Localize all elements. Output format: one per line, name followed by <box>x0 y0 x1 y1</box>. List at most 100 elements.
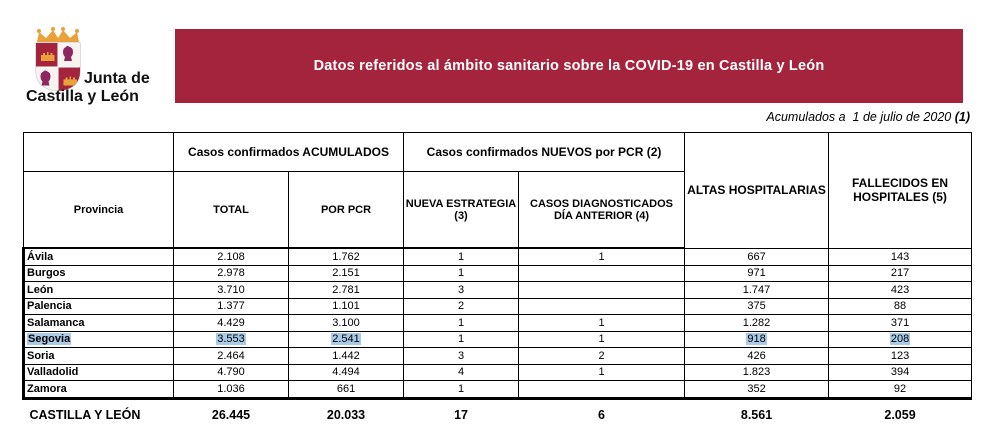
table-column-header-row: Provincia TOTAL POR PCR NUEVA ESTRATEGIA… <box>23 171 972 249</box>
accumulated-date-note: Acumulados a 1 de julio de 2020 (1) <box>22 110 970 124</box>
totals-nueva: 17 <box>454 407 468 422</box>
cell-provincia: León <box>22 281 174 299</box>
cell-altas: 1.823 <box>684 363 830 381</box>
row-segovia-selected: Segovia 3.553 2.541 1 1 918 208 <box>22 330 973 348</box>
totals-por-pcr: 20.033 <box>326 407 366 422</box>
totals-diag: 6 <box>598 407 605 422</box>
totals-label: CASTILLA Y LEÓN <box>29 407 141 422</box>
cell-fallecidos: 217 <box>828 264 973 282</box>
cell-fallecidos: 143 <box>828 247 973 266</box>
cell-nueva: 2 <box>403 297 520 315</box>
title-banner: Datos referidos al ámbito sanitario sobr… <box>175 29 963 103</box>
row-zamora: Zamora 1.036 661 1 352 92 <box>22 380 973 400</box>
totals-altas: 8.561 <box>740 407 773 422</box>
row-valladolid: Valladolid 4.790 4.494 4 1 1.823 394 <box>22 363 973 381</box>
col-header-total: TOTAL <box>173 171 289 249</box>
cell-fallecidos: 371 <box>828 314 973 332</box>
totals-fallecidos: 2.059 <box>884 407 916 422</box>
cell-provincia: Valladolid <box>22 363 174 381</box>
cell-por-pcr: 661 <box>287 380 405 400</box>
cell-fallecidos: 92 <box>828 380 973 400</box>
cell-nueva: 1 <box>403 247 520 266</box>
cell-por-pcr: 2.151 <box>287 264 405 282</box>
selection-highlight: 3.553 <box>216 333 246 346</box>
cell-altas: 1.282 <box>684 314 830 332</box>
col-header-nueva-estrategia: NUEVA ESTRATEGIA (3) <box>403 171 520 249</box>
cell-nueva: 1 <box>403 330 520 348</box>
row-leon: León 3.710 2.781 3 1.747 423 <box>22 281 973 299</box>
cell-total: 1.036 <box>173 380 289 400</box>
cell-total: 3.553 <box>173 330 289 348</box>
cell-diag: 1 <box>518 314 686 332</box>
cell-fallecidos: 123 <box>828 347 973 365</box>
cell-nueva: 4 <box>403 363 520 381</box>
cell-provincia: Ávila <box>22 247 174 266</box>
cell-diag: 2 <box>518 347 686 365</box>
cell-provincia: Zamora <box>22 380 174 400</box>
row-burgos: Burgos 2.978 2.151 1 971 217 <box>22 264 973 282</box>
cell-nueva: 3 <box>403 281 520 299</box>
cell-fallecidos: 88 <box>828 297 973 315</box>
cell-altas: 426 <box>684 347 830 365</box>
group-header-acumulados: Casos confirmados ACUMULADOS <box>172 132 405 172</box>
date-footnote-ref: (1) <box>954 110 970 124</box>
cell-provincia: Segovia <box>22 330 174 348</box>
cell-diag: 1 <box>518 330 686 348</box>
row-salamanca: Salamanca 4.429 3.100 1 1 1.282 371 <box>22 314 973 332</box>
cell-altas: 375 <box>684 297 830 315</box>
totals-total: 26.445 <box>211 407 251 422</box>
cell-diag <box>518 297 686 315</box>
date-text: Acumulados a 1 de julio de 2020 <box>766 110 955 124</box>
cell-total: 2.978 <box>173 264 289 282</box>
logo-text-line2: Castilla y León <box>26 88 139 105</box>
cell-diag <box>518 380 686 400</box>
cell-por-pcr: 2.541 <box>287 330 405 348</box>
cell-total: 2.464 <box>173 347 289 365</box>
cell-provincia: Palencia <box>22 297 174 315</box>
row-castilla-y-leon-totals: CASTILLA Y LEÓN 26.445 20.033 17 6 8.561… <box>24 398 972 427</box>
cell-altas: 667 <box>684 247 830 266</box>
selection-highlight: Segovia <box>27 333 72 346</box>
cell-nueva: 3 <box>403 347 520 365</box>
row-soria: Soria 2.464 1.442 3 2 426 123 <box>22 347 973 365</box>
cell-por-pcr: 3.100 <box>287 314 405 332</box>
cell-nueva: 1 <box>403 314 520 332</box>
col-header-altas: ALTAS HOSPITALARIAS <box>684 132 830 249</box>
cell-total: 2.108 <box>173 247 289 266</box>
cell-altas: 971 <box>684 264 830 282</box>
cell-por-pcr: 1.442 <box>287 347 405 365</box>
selection-highlight: 2.541 <box>331 333 361 346</box>
row-avila: Ávila 2.108 1.762 1 1 667 143 <box>22 247 973 266</box>
table-group-header-row: Casos confirmados ACUMULADOS Casos confi… <box>23 132 973 249</box>
cell-altas: 918 <box>684 330 830 348</box>
cell-por-pcr: 4.494 <box>287 363 405 381</box>
cell-total: 4.790 <box>173 363 289 381</box>
col-header-por-pcr: POR PCR <box>287 171 405 249</box>
cell-nueva: 1 <box>403 264 520 282</box>
cell-fallecidos: 394 <box>828 363 973 381</box>
logo-text-line1: Junta de <box>84 70 150 87</box>
cell-total: 3.710 <box>173 281 289 299</box>
cell-por-pcr: 1.101 <box>287 297 405 315</box>
cell-provincia: Burgos <box>22 264 174 282</box>
junta-castilla-leon-logo: Junta de Castilla y León <box>24 27 176 110</box>
cell-total: 1.377 <box>173 297 289 315</box>
cell-diag <box>518 264 686 282</box>
row-palencia: Palencia 1.377 1.101 2 375 88 <box>22 297 973 315</box>
cell-nueva: 1 <box>403 380 520 400</box>
shield-icon <box>35 42 81 92</box>
group-header-nuevos-pcr: Casos confirmados NUEVOS por PCR (2) <box>403 132 686 172</box>
coat-of-arms-icon: Junta de Castilla y León <box>26 27 150 105</box>
cell-provincia: Soria <box>22 347 174 365</box>
cell-fallecidos: 423 <box>828 281 973 299</box>
cell-provincia: Salamanca <box>22 314 174 332</box>
selection-highlight: 918 <box>746 333 767 346</box>
crown-icon <box>37 27 79 42</box>
cell-altas: 352 <box>684 380 830 400</box>
cell-por-pcr: 2.781 <box>287 281 405 299</box>
cell-fallecidos: 208 <box>828 330 973 348</box>
cell-diag: 1 <box>518 247 686 266</box>
cell-altas: 1.747 <box>684 281 830 299</box>
corner-cell <box>23 132 174 172</box>
